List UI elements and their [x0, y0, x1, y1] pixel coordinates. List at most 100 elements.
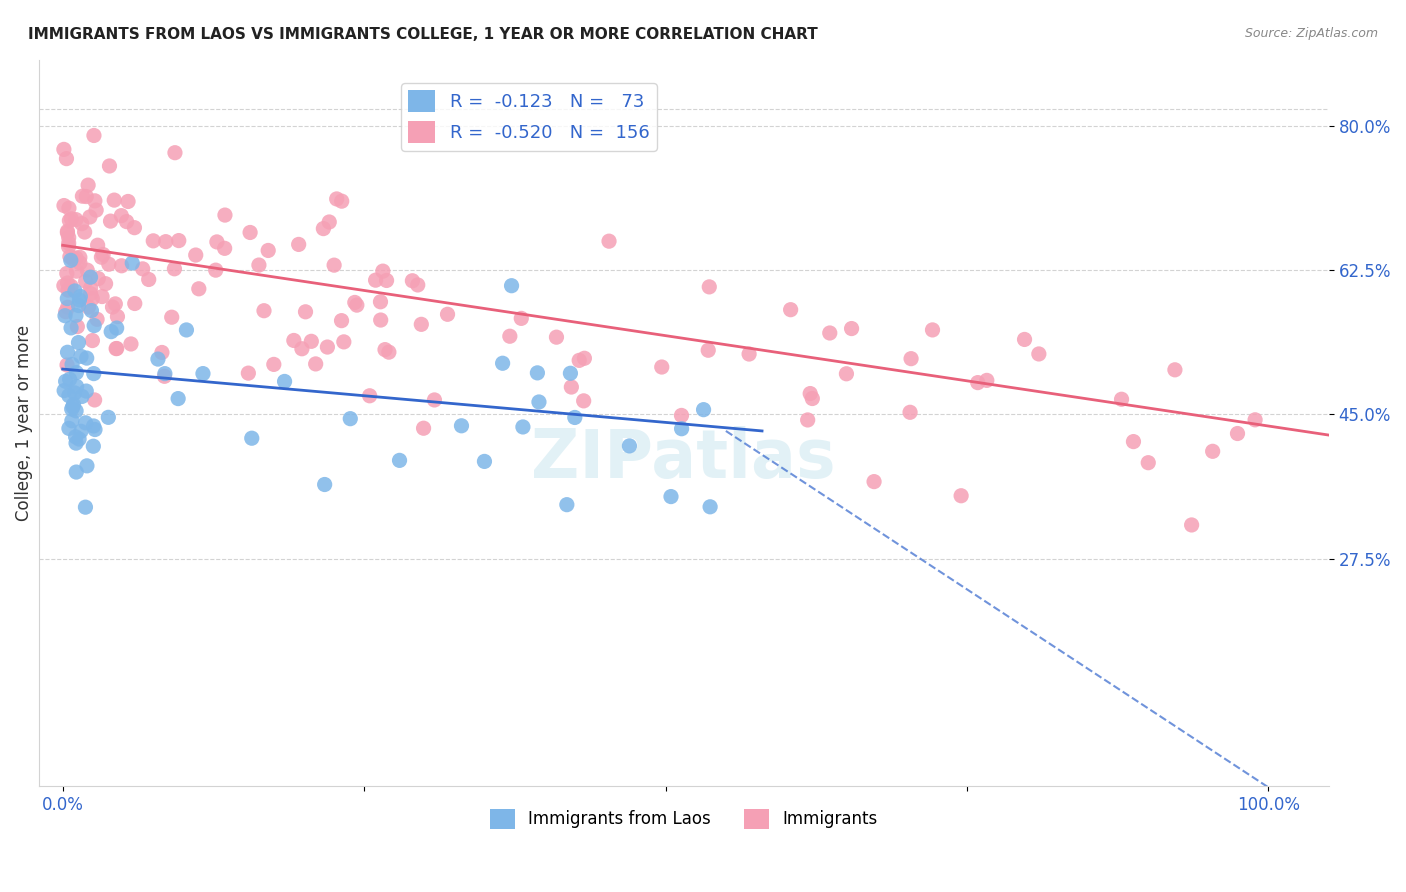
Immigrants from Laos [388, 453, 411, 467]
Immigrants [105, 342, 128, 356]
Immigrants [1164, 363, 1187, 377]
Immigrants [325, 192, 347, 206]
Immigrants [150, 345, 173, 359]
Immigrants from Laos [671, 422, 693, 436]
Immigrants from Laos [67, 432, 90, 446]
Immigrants from Laos [167, 392, 190, 406]
Immigrants [58, 240, 80, 254]
Immigrants [510, 311, 533, 326]
Immigrants [299, 334, 322, 349]
Immigrants [330, 313, 353, 327]
Immigrants [82, 292, 104, 306]
Immigrants [75, 274, 97, 288]
Legend: Immigrants from Laos, Immigrants: Immigrants from Laos, Immigrants [484, 802, 884, 836]
Immigrants [818, 326, 841, 340]
Immigrants [55, 152, 77, 166]
Immigrants [697, 343, 720, 358]
Immigrants [187, 282, 209, 296]
Immigrants [214, 208, 236, 222]
Immigrants from Laos [512, 420, 534, 434]
Immigrants [374, 343, 396, 357]
Immigrants [60, 211, 83, 226]
Immigrants [239, 226, 262, 240]
Immigrants from Laos [53, 309, 76, 323]
Immigrants [83, 128, 105, 143]
Immigrants [79, 281, 101, 295]
Immigrants from Laos [62, 398, 84, 412]
Immigrants from Laos [79, 270, 101, 285]
Immigrants [346, 298, 368, 312]
Immigrants [124, 220, 146, 235]
Immigrants [253, 303, 276, 318]
Immigrants [65, 264, 87, 278]
Immigrants [155, 235, 177, 249]
Immigrants [1181, 518, 1204, 533]
Immigrants [163, 261, 186, 276]
Immigrants from Laos [339, 411, 361, 425]
Immigrants [204, 263, 226, 277]
Immigrants [98, 159, 121, 173]
Immigrants from Laos [65, 430, 87, 444]
Immigrants from Laos [97, 410, 120, 425]
Immigrants [58, 230, 80, 244]
Text: IMMIGRANTS FROM LAOS VS IMMIGRANTS COLLEGE, 1 YEAR OR MORE CORRELATION CHART: IMMIGRANTS FROM LAOS VS IMMIGRANTS COLLE… [28, 27, 818, 42]
Immigrants [318, 215, 340, 229]
Immigrants [343, 295, 366, 310]
Immigrants [863, 475, 886, 489]
Immigrants from Laos [69, 289, 91, 303]
Immigrants [651, 359, 673, 374]
Y-axis label: College, 1 year or more: College, 1 year or more [15, 325, 32, 521]
Immigrants from Laos [65, 379, 87, 393]
Immigrants [65, 251, 87, 265]
Immigrants [83, 392, 105, 407]
Immigrants [283, 334, 305, 348]
Immigrants [738, 347, 761, 361]
Immigrants [58, 213, 80, 227]
Immigrants from Laos [60, 414, 83, 428]
Immigrants [72, 189, 94, 203]
Immigrants from Laos [60, 321, 83, 335]
Immigrants [58, 201, 80, 215]
Immigrants [115, 214, 138, 228]
Immigrants [205, 235, 228, 249]
Immigrants from Laos [75, 416, 97, 430]
Immigrants [59, 250, 82, 264]
Immigrants [671, 409, 693, 423]
Immigrants [184, 248, 207, 262]
Immigrants [333, 334, 356, 349]
Immigrants [90, 250, 112, 264]
Immigrants [91, 247, 114, 261]
Immigrants [163, 145, 186, 160]
Immigrants [79, 210, 101, 224]
Immigrants [898, 405, 921, 419]
Immigrants [401, 274, 423, 288]
Immigrants [87, 271, 110, 285]
Immigrants [62, 252, 84, 267]
Immigrants [411, 318, 433, 332]
Immigrants from Laos [659, 490, 682, 504]
Immigrants from Laos [58, 421, 80, 435]
Immigrants [900, 351, 922, 366]
Immigrants [132, 261, 155, 276]
Immigrants [238, 366, 260, 380]
Immigrants [160, 310, 183, 325]
Immigrants from Laos [65, 465, 87, 479]
Immigrants [779, 302, 801, 317]
Immigrants [976, 373, 998, 387]
Immigrants [76, 263, 98, 277]
Immigrants [412, 421, 434, 435]
Immigrants [263, 358, 285, 372]
Immigrants [58, 236, 80, 251]
Immigrants [86, 238, 108, 252]
Immigrants from Laos [70, 424, 93, 438]
Immigrants [124, 296, 146, 310]
Immigrants from Laos [69, 293, 91, 307]
Immigrants [117, 194, 139, 209]
Immigrants [841, 321, 863, 335]
Immigrants from Laos [176, 323, 198, 337]
Immigrants [77, 178, 100, 193]
Immigrants from Laos [67, 299, 90, 313]
Immigrants [110, 259, 132, 273]
Immigrants [73, 225, 96, 239]
Immigrants [77, 300, 100, 314]
